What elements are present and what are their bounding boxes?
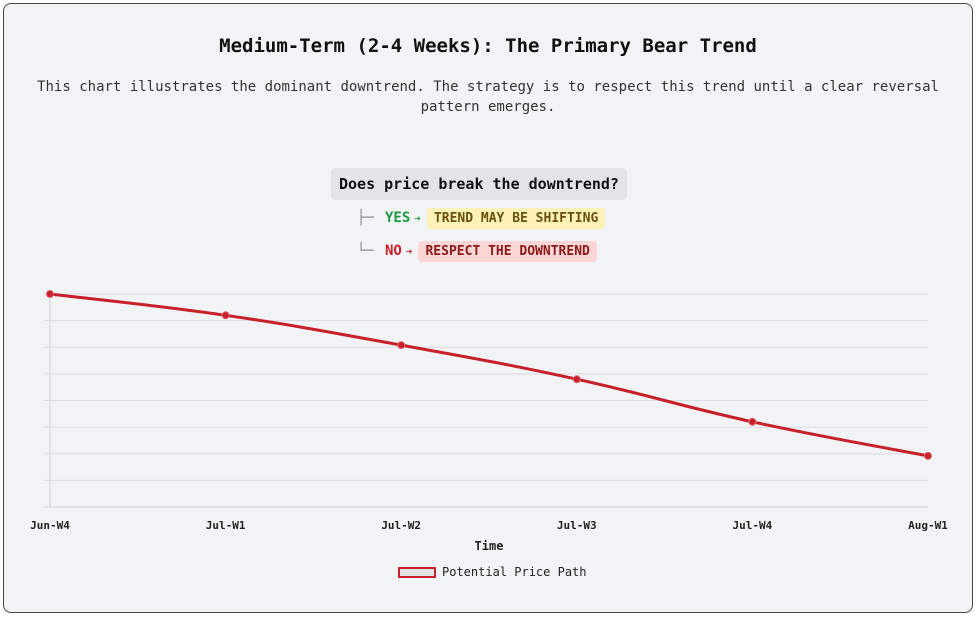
yes-outcome-badge: TREND MAY BE SHIFTING (426, 208, 606, 229)
chart-legend[interactable]: Potential Price Path (398, 565, 587, 579)
data-point[interactable] (924, 451, 932, 460)
arrow-right-icon: ➔ (414, 212, 421, 225)
chart-subtitle: This chart illustrates the dominant down… (37, 79, 939, 115)
x-tick-label: Jun-W4 (30, 519, 70, 532)
data-point[interactable] (221, 311, 230, 320)
arrow-right-icon: ➔ (405, 245, 413, 258)
tree-connector-icon: ├─ (357, 210, 374, 226)
data-point[interactable] (397, 341, 406, 350)
series-line-potential-price-path (49, 292, 929, 458)
data-point[interactable] (46, 290, 54, 298)
data-point[interactable] (572, 375, 581, 384)
data-point[interactable] (748, 417, 757, 426)
no-outcome-badge: RESPECT THE DOWNTREND (418, 241, 597, 262)
no-label: NO (385, 243, 402, 259)
tree-connector-icon: └─ (357, 243, 374, 259)
decision-branch-yes: ├─ YES ➔ TREND MAY BE SHIFTING (357, 208, 606, 229)
decision-question: Does price break the downtrend? (331, 168, 627, 200)
x-tick-label: Jul-W2 (381, 519, 421, 532)
yes-label: YES (385, 210, 411, 226)
legend-label: Potential Price Path (442, 565, 587, 579)
decision-branch-no: └─ NO ➔ RESPECT THE DOWNTREND (357, 241, 597, 262)
x-tick-label: Jul-W3 (557, 519, 597, 532)
x-tick-label: Jul-W4 (733, 519, 773, 532)
x-axis-label: Time (475, 539, 504, 553)
legend-swatch (398, 566, 436, 578)
chart-title: Medium-Term (2-4 Weeks): The Primary Bea… (219, 35, 757, 57)
x-tick-label: Aug-W1 (908, 519, 948, 532)
x-tick-label: Jul-W1 (206, 519, 246, 532)
